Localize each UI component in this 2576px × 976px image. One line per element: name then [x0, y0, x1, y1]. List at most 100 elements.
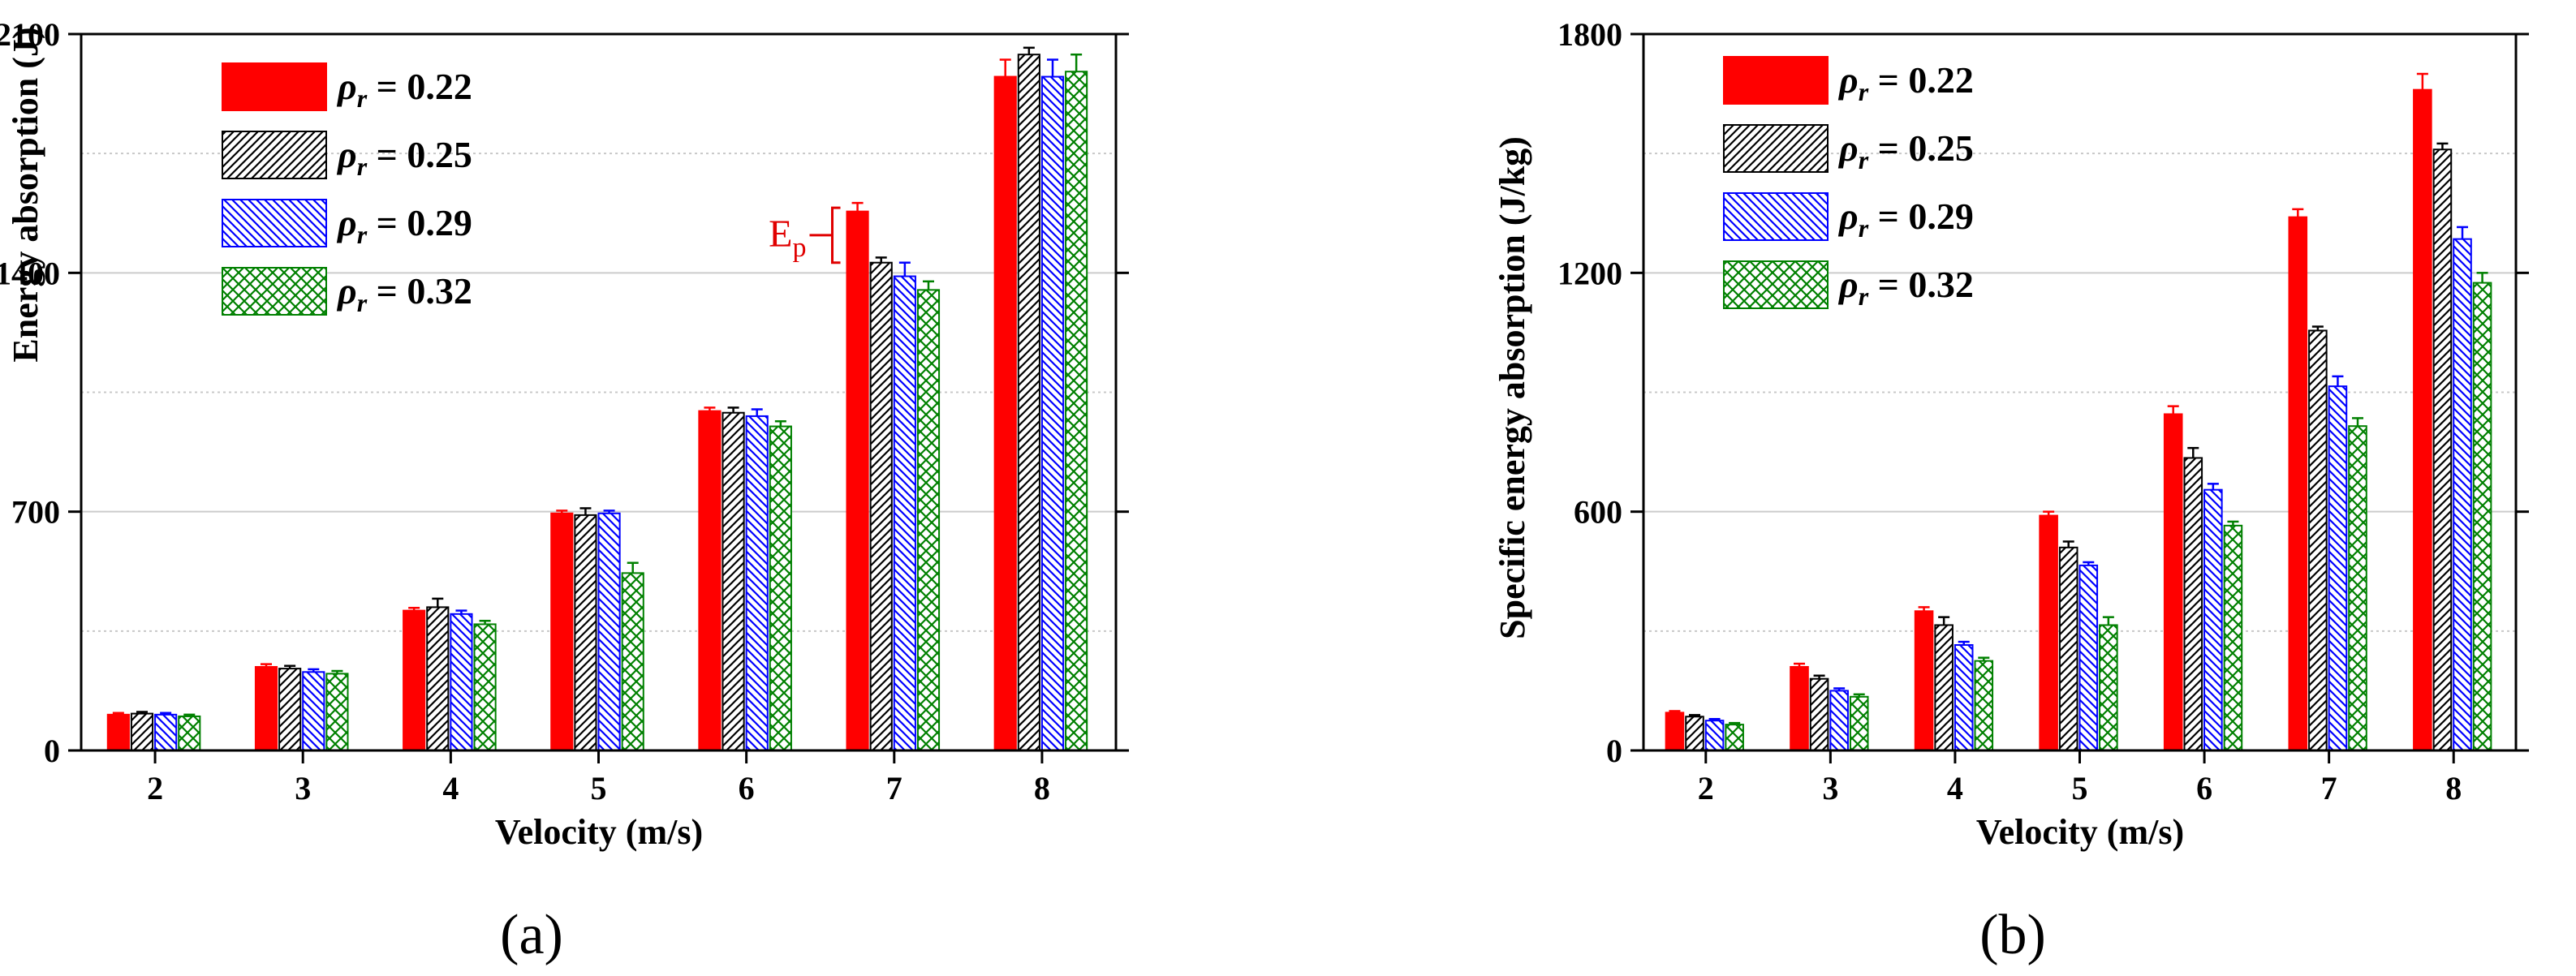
bar	[722, 411, 745, 751]
x-tick-label: 8	[1034, 770, 1050, 806]
bar	[621, 572, 644, 751]
bar	[1809, 677, 1829, 752]
legend: ρr = 0.22 ρr = 0.25 ρr = 0.29 ρr = 0.32	[1723, 56, 1974, 311]
bar	[597, 512, 621, 751]
bar	[2348, 425, 2367, 751]
bar	[130, 712, 154, 751]
bar	[302, 671, 325, 751]
bar	[2039, 514, 2058, 751]
legend-label: ρr = 0.22	[336, 66, 472, 113]
bar	[1704, 720, 1725, 751]
y-tick-label: 600	[1574, 494, 1622, 531]
x-tick-label: 2	[147, 770, 163, 806]
bar	[2432, 148, 2453, 751]
legend-label: ρr = 0.25	[336, 134, 472, 181]
y-axis-label: Energy absorption (J)	[6, 27, 45, 362]
bar	[403, 609, 426, 751]
bar	[1040, 75, 1065, 752]
bar	[1790, 665, 1809, 752]
bar	[745, 415, 769, 752]
bar	[2453, 238, 2472, 751]
legend-label: ρr = 0.29	[1837, 196, 1974, 243]
x-tick-label: 5	[2072, 770, 2088, 806]
bar	[2078, 564, 2099, 751]
y-tick-label: 1400	[0, 255, 60, 291]
legend-label: ρr = 0.32	[336, 270, 472, 317]
bar	[2472, 282, 2492, 751]
bar	[698, 410, 722, 751]
bar	[450, 613, 473, 751]
bar	[916, 289, 941, 752]
x-tick-label: 4	[1947, 770, 1963, 806]
bar	[426, 606, 450, 752]
bar	[2223, 524, 2243, 751]
bar	[2203, 488, 2223, 751]
bar	[1829, 690, 1849, 752]
bar	[1725, 724, 1744, 752]
bar	[1974, 660, 1994, 751]
bar	[1685, 716, 1704, 752]
bar	[178, 715, 201, 752]
ep-annotation: Ep	[769, 206, 841, 264]
bar	[1934, 624, 1954, 751]
bar	[1065, 71, 1088, 751]
y-axis-label: Specific energy absorption (J/kg)	[1493, 136, 1532, 639]
bar	[1017, 54, 1040, 751]
ep-label: Ep	[769, 213, 806, 263]
legend-label: ρr = 0.22	[1837, 59, 1974, 106]
bar	[2058, 546, 2078, 751]
x-tick-label: 8	[2445, 770, 2462, 806]
bar	[2288, 216, 2308, 751]
legend-label: ρr = 0.32	[1837, 264, 1974, 311]
ep-bracket	[831, 206, 841, 264]
legend-label: ρr = 0.29	[336, 202, 472, 249]
bar	[1665, 712, 1685, 751]
bar	[106, 713, 130, 751]
x-axis-label: Velocity (m/s)	[495, 812, 703, 852]
x-tick-label: 4	[442, 770, 459, 806]
legend-swatch	[1723, 124, 1829, 173]
bar	[993, 75, 1017, 752]
y-tick-label: 0	[1606, 733, 1622, 769]
x-tick-label: 2	[1698, 770, 1714, 806]
panel-label-b: (b)	[1979, 904, 2046, 966]
bar	[254, 665, 278, 752]
panel-label-a: (a)	[500, 904, 563, 966]
bar	[2099, 624, 2118, 751]
y-tick-label: 2100	[0, 16, 60, 53]
y-tick-label: 1800	[1557, 16, 1622, 53]
bar	[574, 514, 597, 751]
y-tick-label: 700	[11, 494, 60, 531]
legend-swatch	[1723, 260, 1829, 309]
legend-swatch	[222, 131, 327, 179]
x-tick-label: 3	[295, 770, 311, 806]
y-tick-label: 1200	[1557, 255, 1622, 291]
legend-swatch	[222, 199, 327, 247]
bar	[278, 668, 302, 751]
bar	[2183, 457, 2203, 751]
plot-frame	[80, 32, 1118, 752]
x-tick-label: 3	[1822, 770, 1838, 806]
bar	[893, 275, 916, 751]
x-axis-label: Velocity (m/s)	[1976, 812, 2184, 852]
bar	[2413, 88, 2432, 751]
x-tick-label: 7	[886, 770, 902, 806]
bar	[2328, 385, 2348, 751]
legend-swatch	[1723, 56, 1829, 105]
bar	[550, 512, 574, 751]
y-tick-label: 0	[44, 733, 60, 769]
bar	[325, 673, 349, 752]
bar	[1954, 644, 1974, 752]
x-tick-label: 6	[2196, 770, 2212, 806]
bar	[1914, 610, 1934, 751]
bar	[769, 425, 792, 751]
legend-label: ρr = 0.25	[1837, 127, 1974, 174]
bar	[1849, 695, 1869, 752]
plot-frame	[1642, 32, 2518, 752]
legend: ρr = 0.22 ρr = 0.25 ρr = 0.29 ρr = 0.32	[222, 62, 472, 317]
bar	[869, 261, 893, 751]
bar	[2163, 413, 2183, 751]
